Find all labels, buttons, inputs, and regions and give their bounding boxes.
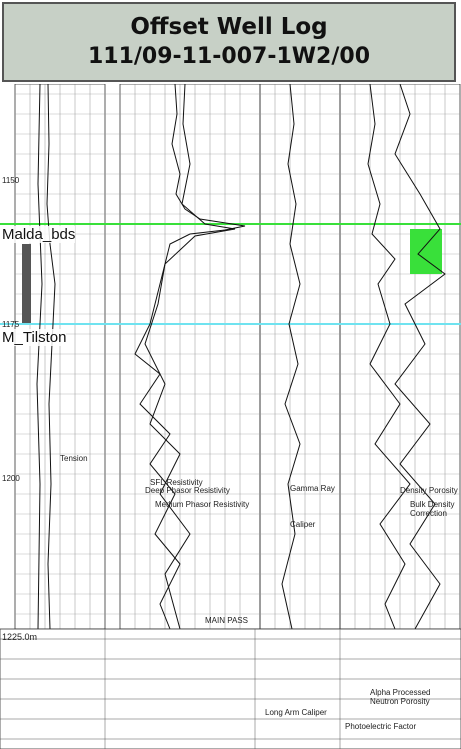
- depth-label-1200: 1200: [2, 474, 20, 483]
- pe-factor-label: Photoelectric Factor: [345, 722, 417, 731]
- density-porosity-label: Density Porosity: [400, 486, 458, 495]
- well-id: 111/09-11-007-1W2/00: [87, 44, 371, 69]
- formation-label-tilston: M_Tilston: [2, 329, 67, 346]
- bulk-density-label: Bulk Density Correction: [410, 500, 455, 518]
- main-pass-label: MAIN PASS: [205, 616, 248, 625]
- depth-label-1150: 1150: [2, 176, 20, 185]
- neutron-porosity-label: Alpha Processed Neutron Porosity: [370, 688, 431, 706]
- medium-phasor-label: Medium Phasor Resistivity: [155, 500, 250, 509]
- log-title: Offset Well Log: [130, 14, 328, 40]
- title-box: Offset Well Log 111/09-11-007-1W2/00: [2, 2, 456, 82]
- long-arm-caliper-label: Long Arm Caliper: [265, 708, 327, 717]
- well-log-image: [0, 84, 461, 749]
- formation-label-malda: Malda_bds: [2, 226, 76, 243]
- gamma-ray-label: Gamma Ray: [290, 484, 335, 493]
- depth-label-1175: 1175: [2, 320, 20, 329]
- deep-phasor-label: Deep Phasor Resistivity: [145, 486, 230, 495]
- tension-label: Tension: [60, 454, 88, 463]
- caliper-label: Caliper: [290, 520, 316, 529]
- depth-label-1225: 1225.0m: [2, 632, 38, 642]
- sfl-resistivity-label: SFL Resistivity: [150, 478, 203, 487]
